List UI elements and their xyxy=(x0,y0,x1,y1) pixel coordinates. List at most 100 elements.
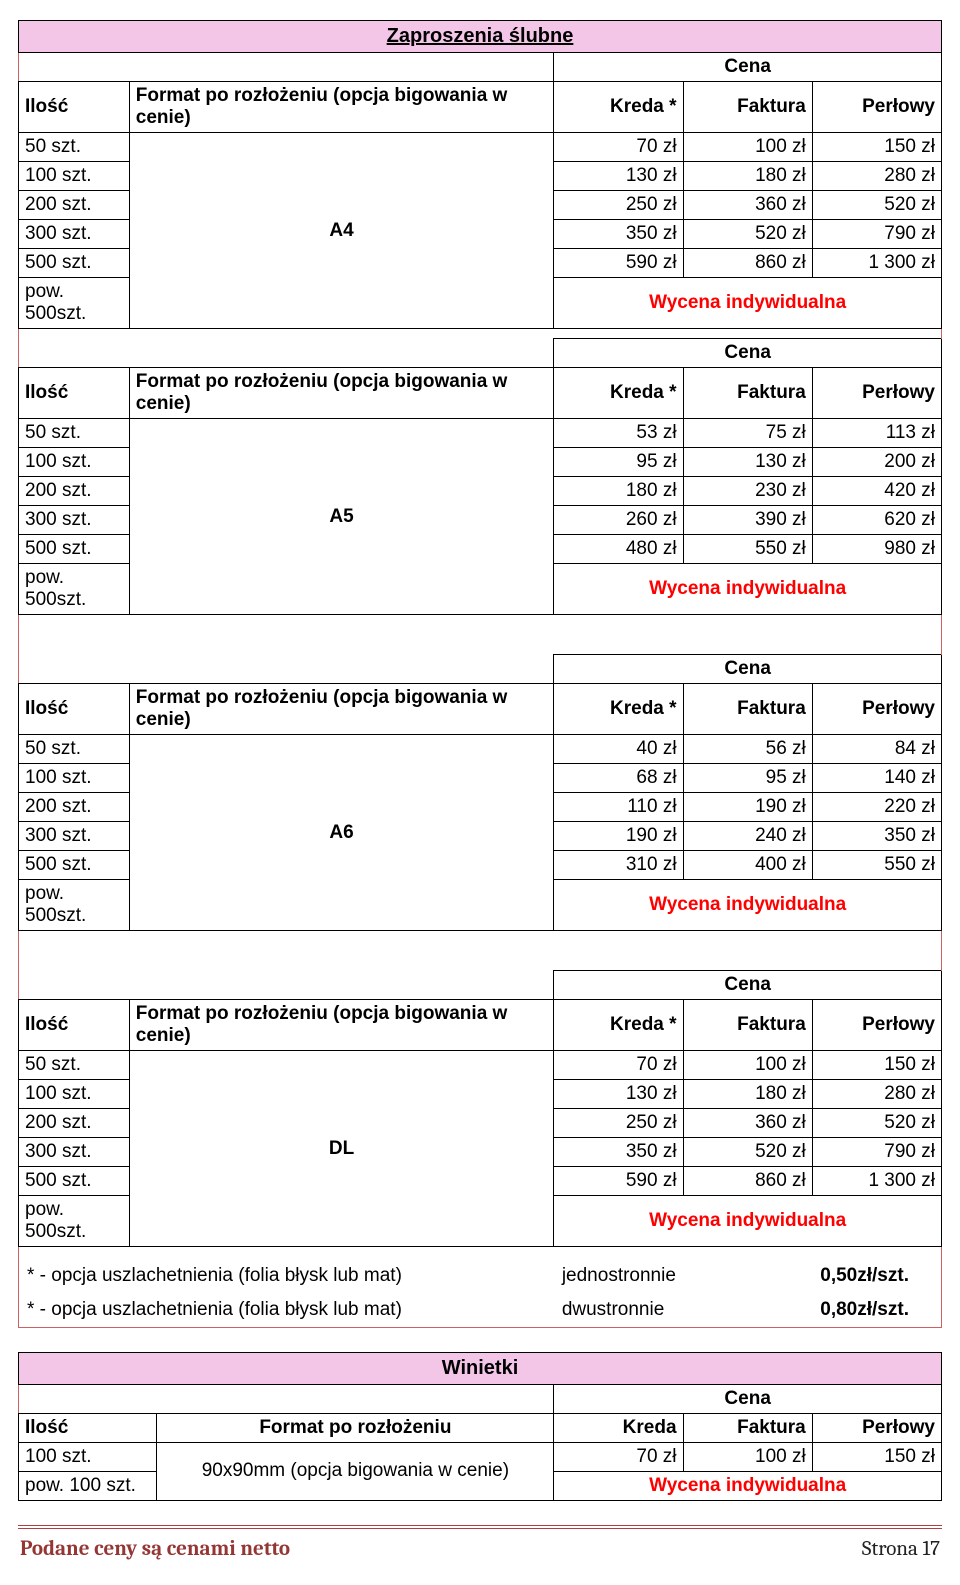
price-cell: 150 zł xyxy=(812,1442,941,1471)
price-cell: 100 zł xyxy=(683,133,812,162)
price-cell: 68 zł xyxy=(554,764,683,793)
col-ilosc: Ilość xyxy=(19,1413,157,1442)
price-cell: 113 zł xyxy=(812,419,941,448)
price-cell: 280 zł xyxy=(812,162,941,191)
footer-left-text: Podane ceny są cenami netto xyxy=(20,1537,290,1561)
cena-label: Cena xyxy=(554,655,942,684)
price-cell: 520 zł xyxy=(812,191,941,220)
col-faktura: Faktura xyxy=(683,684,812,735)
price-cell: 980 zł xyxy=(812,535,941,564)
col-kreda: Kreda * xyxy=(554,684,683,735)
footer-right-text: Strona 17 xyxy=(862,1537,940,1561)
price-cell: 360 zł xyxy=(683,191,812,220)
price-cell: 180 zł xyxy=(683,162,812,191)
price-cell: 180 zł xyxy=(554,477,683,506)
table-row: 50 szt. xyxy=(19,1051,130,1080)
price-cell: 84 zł xyxy=(812,735,941,764)
price-cell: 860 zł xyxy=(683,249,812,278)
col-format: Format po rozłożeniu (opcja bigowania w … xyxy=(129,82,554,133)
price-cell: 100 zł xyxy=(683,1051,812,1080)
table-winietki: Winietki Cena Ilość Format po rozłożeniu… xyxy=(18,1352,942,1501)
price-cell: 390 zł xyxy=(683,506,812,535)
price-cell: 590 zł xyxy=(554,249,683,278)
price-cell: 95 zł xyxy=(554,448,683,477)
table-row: 500 szt. xyxy=(19,1167,130,1196)
col-ilosc: Ilość xyxy=(19,1000,130,1051)
col-perlowy: Perłowy xyxy=(812,82,941,133)
table-row: pow. 500szt. xyxy=(19,1196,130,1247)
table-row: 50 szt. xyxy=(19,133,130,162)
footnote-text: * - opcja uszlachetnienia (folia błysk l… xyxy=(19,1259,554,1293)
price-cell: 1 300 zł xyxy=(812,1167,941,1196)
col-kreda: Kreda xyxy=(554,1413,683,1442)
col-kreda: Kreda * xyxy=(554,368,683,419)
footnote-text: * - opcja uszlachetnienia (folia błysk l… xyxy=(19,1293,554,1328)
col-format: Format po rozłożeniu (opcja bigowania w … xyxy=(129,1000,554,1051)
divider-line xyxy=(18,1525,942,1529)
price-cell: 70 zł xyxy=(554,1051,683,1080)
price-cell: 550 zł xyxy=(812,851,941,880)
price-cell: 250 zł xyxy=(554,191,683,220)
price-cell: 480 zł xyxy=(554,535,683,564)
price-cell: 790 zł xyxy=(812,220,941,249)
col-format: Format po rozłożeniu (opcja bigowania w … xyxy=(129,684,554,735)
col-kreda: Kreda * xyxy=(554,82,683,133)
price-cell: 130 zł xyxy=(554,1080,683,1109)
wycena-label: Wycena indywidualna xyxy=(554,564,942,615)
col-perlowy: Perłowy xyxy=(812,684,941,735)
table-row: 100 szt. xyxy=(19,162,130,191)
price-cell: 350 zł xyxy=(812,822,941,851)
price-cell: 130 zł xyxy=(554,162,683,191)
price-cell: 310 zł xyxy=(554,851,683,880)
price-cell: 130 zł xyxy=(683,448,812,477)
table-row: 300 szt. xyxy=(19,1138,130,1167)
table-row: 200 szt. xyxy=(19,793,130,822)
price-cell: 620 zł xyxy=(812,506,941,535)
table-a4: Zaproszenia ślubne Cena Ilość Format po … xyxy=(18,20,942,1328)
cena-label: Cena xyxy=(554,971,942,1000)
table-row: pow. 500szt. xyxy=(19,278,130,329)
price-cell: 100 zł xyxy=(683,1442,812,1471)
price-cell: 400 zł xyxy=(683,851,812,880)
price-cell: 420 zł xyxy=(812,477,941,506)
price-cell: 240 zł xyxy=(683,822,812,851)
price-cell: 350 zł xyxy=(554,1138,683,1167)
price-cell: 550 zł xyxy=(683,535,812,564)
cena-label: Cena xyxy=(554,1384,942,1413)
col-perlowy: Perłowy xyxy=(812,368,941,419)
table-row: 300 szt. xyxy=(19,220,130,249)
table-row: 200 szt. xyxy=(19,191,130,220)
price-cell: 53 zł xyxy=(554,419,683,448)
winietki-title: Winietki xyxy=(19,1352,942,1384)
format-label: DL xyxy=(129,1051,554,1247)
table-row: 50 szt. xyxy=(19,735,130,764)
table-row: 200 szt. xyxy=(19,1109,130,1138)
price-cell: 250 zł xyxy=(554,1109,683,1138)
price-cell: 230 zł xyxy=(683,477,812,506)
table-row: pow. 500szt. xyxy=(19,564,130,615)
price-cell: 95 zł xyxy=(683,764,812,793)
price-cell: 590 zł xyxy=(554,1167,683,1196)
price-cell: 190 zł xyxy=(683,793,812,822)
price-cell: 360 zł xyxy=(683,1109,812,1138)
price-cell: 520 zł xyxy=(683,220,812,249)
wycena-label: Wycena indywidualna xyxy=(554,880,942,931)
table-row: 50 szt. xyxy=(19,419,130,448)
col-faktura: Faktura xyxy=(683,368,812,419)
price-cell: 70 zł xyxy=(554,133,683,162)
cena-label: Cena xyxy=(554,339,942,368)
price-cell: 260 zł xyxy=(554,506,683,535)
format-label: A5 xyxy=(129,419,554,615)
price-cell: 140 zł xyxy=(812,764,941,793)
price-cell: 150 zł xyxy=(812,133,941,162)
col-kreda: Kreda * xyxy=(554,1000,683,1051)
table-row: 200 szt. xyxy=(19,477,130,506)
table-row: 300 szt. xyxy=(19,822,130,851)
price-cell: 190 zł xyxy=(554,822,683,851)
price-cell: 790 zł xyxy=(812,1138,941,1167)
price-cell: 220 zł xyxy=(812,793,941,822)
price-cell: 200 zł xyxy=(812,448,941,477)
wycena-label: Wycena indywidualna xyxy=(554,1471,942,1500)
col-faktura: Faktura xyxy=(683,1413,812,1442)
footnote-price: 0,50zł/szt. xyxy=(812,1259,941,1293)
